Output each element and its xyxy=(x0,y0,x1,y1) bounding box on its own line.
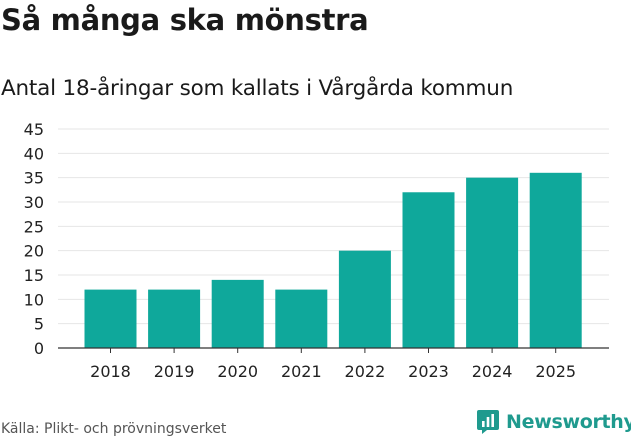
bar-2025[interactable] xyxy=(529,172,582,348)
x-tick-label: 2022 xyxy=(345,362,386,381)
bar-2023[interactable] xyxy=(402,192,455,348)
y-tick-label: 20 xyxy=(24,242,44,261)
bar-2020[interactable] xyxy=(211,279,264,348)
newsworthy-logo-icon xyxy=(477,410,499,434)
x-tick-label: 2023 xyxy=(408,362,449,381)
bar-2022[interactable] xyxy=(338,250,391,348)
brand-logo-link[interactable]: Newsworthy xyxy=(476,408,631,436)
y-axis-ticks: 0 5 10 15 20 25 30 35 40 45 xyxy=(24,120,44,358)
y-tick-label: 0 xyxy=(34,339,44,358)
bar-2024[interactable] xyxy=(466,177,519,348)
y-tick-label: 35 xyxy=(24,169,44,188)
x-tick-label: 2019 xyxy=(154,362,195,381)
y-tick-label: 30 xyxy=(24,193,44,212)
bar-2019[interactable] xyxy=(148,289,201,348)
source-note: Källa: Plikt- och prövningsverket xyxy=(1,421,227,437)
y-tick-label: 25 xyxy=(24,217,44,236)
y-tick-label: 10 xyxy=(24,290,44,309)
brand-name: Newsworthy xyxy=(506,411,631,433)
x-tick-label: 2021 xyxy=(281,362,322,381)
chart-title: Så många ska mönstra xyxy=(1,3,369,37)
bar-2018[interactable] xyxy=(84,289,137,348)
chart-subtitle: Antal 18-åringar som kallats i Vårgårda … xyxy=(1,76,514,101)
y-tick-label: 5 xyxy=(34,315,44,334)
y-tick-label: 40 xyxy=(24,144,44,163)
y-tick-label: 45 xyxy=(24,120,44,139)
bar-2021[interactable] xyxy=(275,289,328,348)
x-tick-label: 2020 xyxy=(217,362,258,381)
x-tick-label: 2025 xyxy=(535,362,576,381)
x-axis-ticks: 2018 2019 2020 2021 2022 2023 2024 2025 xyxy=(90,348,576,381)
x-tick-label: 2018 xyxy=(90,362,131,381)
y-tick-label: 15 xyxy=(24,266,44,285)
bars xyxy=(84,172,582,348)
x-tick-label: 2024 xyxy=(472,362,513,381)
gridlines xyxy=(58,128,609,325)
